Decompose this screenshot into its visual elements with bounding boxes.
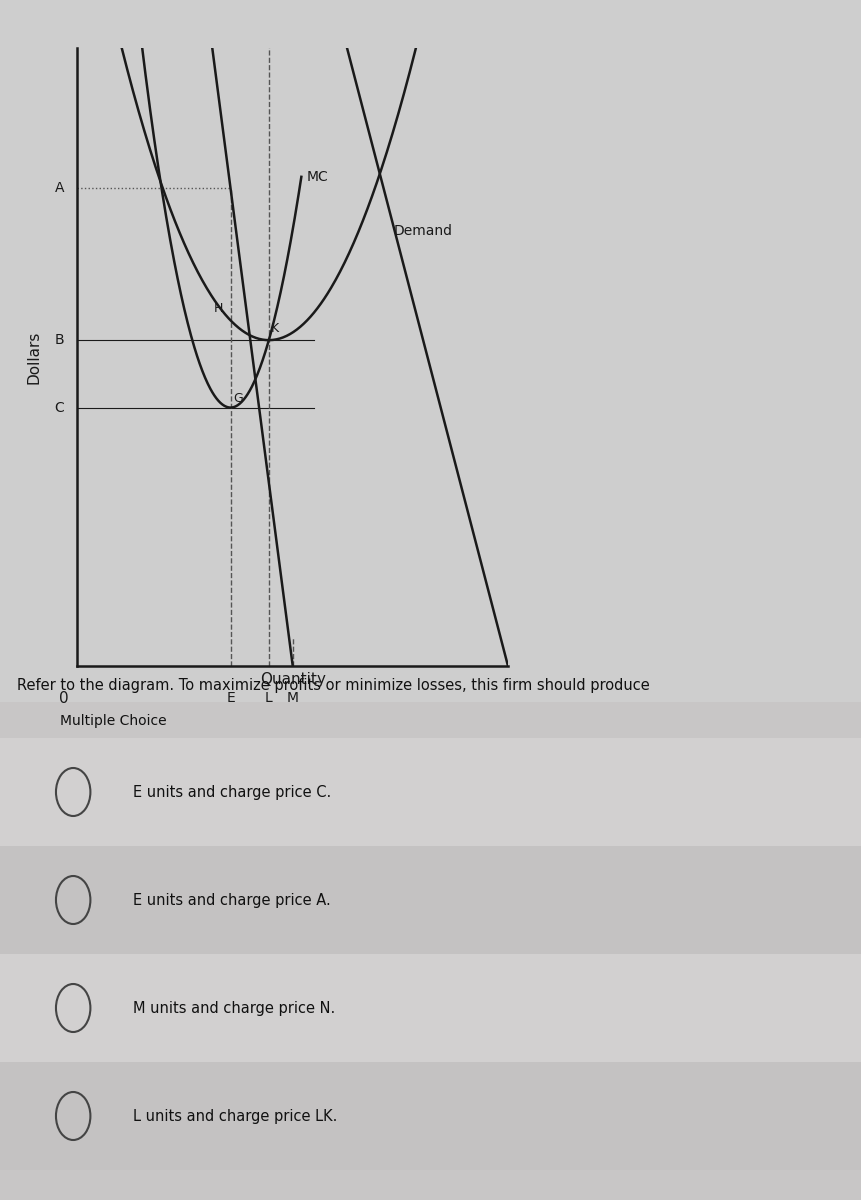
Text: E units and charge price C.: E units and charge price C. <box>133 785 331 799</box>
X-axis label: Quantity: Quantity <box>260 672 325 686</box>
Text: L units and charge price LK.: L units and charge price LK. <box>133 1109 338 1123</box>
Text: K: K <box>271 322 279 335</box>
Text: G: G <box>233 391 243 404</box>
Text: H: H <box>214 301 223 314</box>
Text: C: C <box>54 401 64 414</box>
Text: E units and charge price A.: E units and charge price A. <box>133 893 331 907</box>
Text: B: B <box>54 334 64 347</box>
Text: 0: 0 <box>59 691 69 707</box>
Text: M: M <box>287 691 299 706</box>
Text: E: E <box>226 691 235 706</box>
Text: Refer to the diagram. To maximize profits or minimize losses, this firm should p: Refer to the diagram. To maximize profit… <box>17 678 650 692</box>
Text: MC: MC <box>307 170 328 184</box>
Text: L: L <box>265 691 273 706</box>
Text: Dollars: Dollars <box>27 330 42 384</box>
Text: A: A <box>54 181 64 196</box>
Text: M units and charge price N.: M units and charge price N. <box>133 1001 336 1015</box>
Text: Demand: Demand <box>393 224 452 238</box>
Text: Multiple Choice: Multiple Choice <box>60 714 167 728</box>
